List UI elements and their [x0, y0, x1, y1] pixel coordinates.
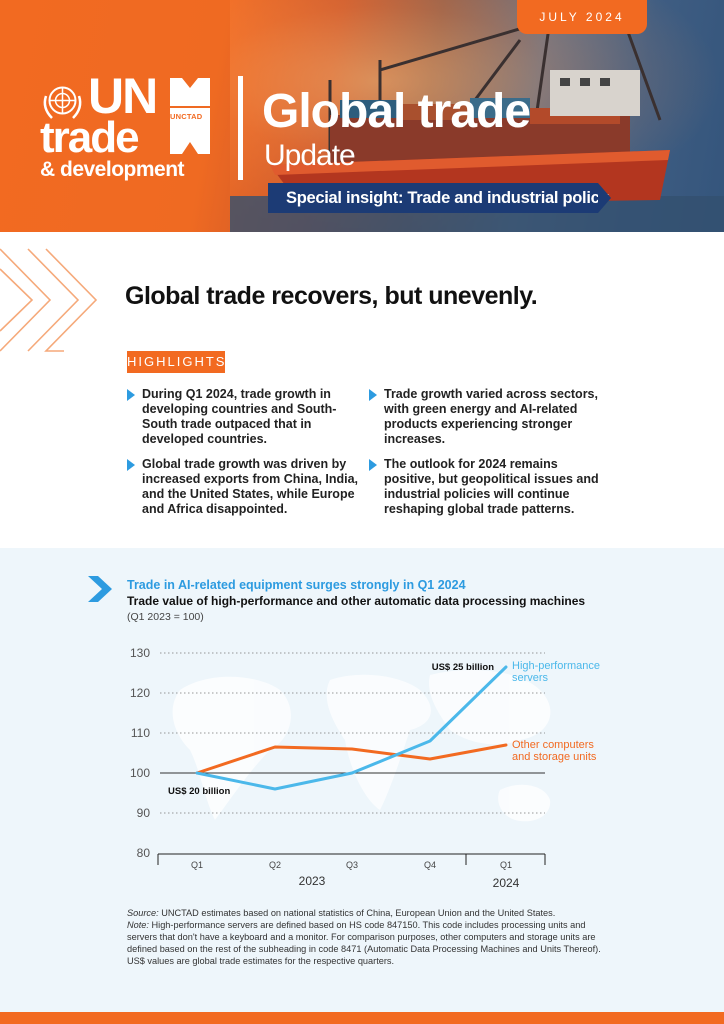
y-tick-label: 90: [137, 806, 151, 820]
x-tick-label: Q4: [424, 860, 436, 870]
x-tick-label: Q1: [500, 860, 512, 870]
bullet-arrow-icon: [369, 389, 377, 401]
outline-chevrons-icon: [0, 248, 98, 352]
y-tick-label: 120: [130, 686, 150, 700]
highlight-text: Trade growth varied across sectors, with…: [384, 387, 598, 446]
chart-index-note: (Q1 2023 = 100): [127, 611, 204, 623]
line-chart: 80 90 100 110 120 130 Q1 Q2 Q3 Q4 Q1 2023 2024 US$ …: [130, 646, 600, 890]
headline: Global trade recovers, but unevenly.: [125, 282, 538, 310]
highlight-text: The outlook for 2024 remains positive, b…: [384, 457, 599, 516]
bullet-arrow-icon: [127, 459, 135, 471]
brand-trade: trade: [40, 113, 140, 162]
chevron-right-icon: [88, 576, 112, 602]
date-tab: JULY 2024: [517, 0, 647, 34]
cargo-ship-image: [230, 9, 724, 232]
highlight-text: During Q1 2024, trade growth in developi…: [142, 387, 337, 446]
bottom-bar: [0, 1012, 724, 1024]
legend-others-line1: Other computers: [512, 739, 594, 751]
highlight-item: During Q1 2024, trade growth in developi…: [127, 387, 362, 447]
header-divider: [238, 76, 243, 180]
chart-title: Trade in AI-related equipment surges str…: [127, 578, 466, 592]
note-label: Note:: [127, 920, 149, 930]
y-tick-label: 130: [130, 646, 150, 660]
note-footnote: Note: High-performance servers are defin…: [127, 919, 607, 967]
y-tick-label: 80: [137, 846, 151, 860]
brand-un: UN: [88, 68, 158, 124]
x-tick-label: Q3: [346, 860, 358, 870]
year-label: 2024: [493, 876, 520, 890]
source-label: Source:: [127, 908, 159, 918]
chart-subtitle: Trade value of high-performance and othe…: [127, 594, 586, 608]
legend-servers-line2: servers: [512, 672, 549, 684]
highlight-item: The outlook for 2024 remains positive, b…: [369, 457, 604, 517]
series-line: [195, 665, 508, 791]
annotation-start: US$ 20 billion: [168, 786, 230, 797]
page-title: Global trade: [262, 85, 531, 138]
y-tick-label: 100: [130, 766, 150, 780]
source-text: UNCTAD estimates based on national stati…: [158, 908, 556, 918]
legend-others-line2: and storage units: [512, 751, 597, 763]
note-text: High-performance servers are defined bas…: [127, 920, 601, 966]
un-emblem-icon: [43, 86, 82, 119]
y-tick-label: 110: [131, 726, 150, 740]
bullet-arrow-icon: [127, 389, 135, 401]
special-insight-banner: Special insight: Trade and industrial po…: [268, 183, 611, 213]
highlight-text: Global trade growth was driven by increa…: [142, 457, 359, 516]
highlights-label: HIGHLIGHTS: [127, 351, 225, 373]
unctad-label: UNCTAD: [170, 112, 203, 121]
highlight-item: Trade growth varied across sectors, with…: [369, 387, 604, 447]
brand-development: & development: [40, 158, 185, 181]
unctad-logo-icon: [170, 78, 210, 154]
legend-servers-line1: High-performance: [512, 660, 600, 672]
year-label: 2023: [299, 874, 326, 888]
bullet-arrow-icon: [369, 459, 377, 471]
page-subtitle: Update: [264, 139, 356, 172]
highlight-item: Global trade growth was driven by increa…: [127, 457, 362, 517]
source-footnote: Source: UNCTAD estimates based on nation…: [127, 907, 607, 919]
series-line: [195, 743, 508, 775]
header-banner: JULY 2024 UN trade & development UNCTAD …: [0, 0, 724, 232]
world-map-background: [172, 670, 551, 822]
x-tick-label: Q2: [269, 860, 281, 870]
x-tick-label: Q1: [191, 860, 203, 870]
special-insight-text: Special insight: Trade and industrial po…: [286, 189, 609, 207]
annotation-end: US$ 25 billion: [432, 662, 494, 673]
